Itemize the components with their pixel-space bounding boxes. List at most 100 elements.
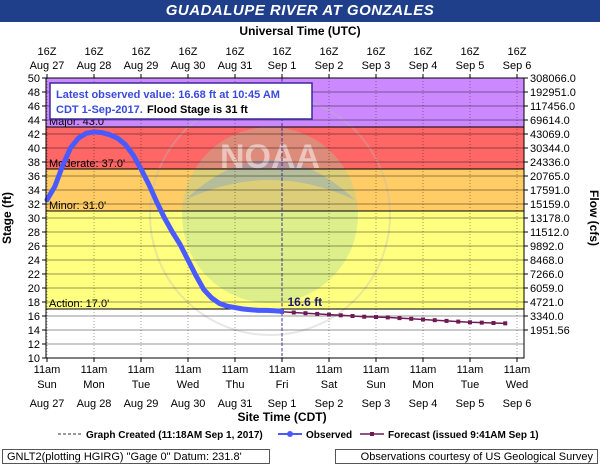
top-tick-label-hour: 16Z xyxy=(273,46,292,58)
y-tick-label: 40 xyxy=(28,143,40,155)
flood-label-moderate: Moderate: 37.0' xyxy=(49,158,125,170)
flow-tick-label: 11512.0 xyxy=(530,227,569,239)
y-tick-label: 42 xyxy=(28,129,40,141)
bottom-tick-label-date: Aug 31 xyxy=(218,398,253,410)
annotation-line2-suffix: Flood Stage is 31 ft xyxy=(147,104,248,116)
bottom-tick-label-date: Aug 30 xyxy=(171,398,206,410)
flow-tick-label: 117456.0 xyxy=(530,101,575,113)
y-tick-label: 38 xyxy=(28,157,40,169)
top-tick-label-hour: 16Z xyxy=(179,46,198,58)
top-axis-title: Universal Time (UTC) xyxy=(239,24,360,38)
flow-tick-label: 24336.0 xyxy=(530,157,570,169)
bottom-tick-label-hour: 11am xyxy=(34,364,61,376)
top-tick-label-date: Aug 29 xyxy=(124,60,159,72)
legend-observed-label: Observed xyxy=(306,430,352,441)
y-tick-label: 50 xyxy=(28,73,40,85)
bottom-tick-label-date: Sep 4 xyxy=(409,398,438,410)
top-tick-label-date: Aug 27 xyxy=(30,60,65,72)
y-tick-label: 16 xyxy=(28,311,40,323)
flow-tick-label: 20765.0 xyxy=(530,171,570,183)
top-tick-label-date: Sep 6 xyxy=(503,60,532,72)
top-tick-label-date: Sep 1 xyxy=(268,60,297,72)
bottom-tick-label-hour: 11am xyxy=(316,364,343,376)
forecast-point xyxy=(468,320,472,325)
flow-tick-label: 308066.0 xyxy=(530,73,576,85)
y-tick-label: 34 xyxy=(28,185,40,197)
flow-axis-label: Flow (cfs) xyxy=(587,190,600,246)
y-tick-label: 20 xyxy=(28,283,40,295)
forecast-point xyxy=(503,321,508,326)
y-tick-label: 48 xyxy=(28,87,40,99)
footer-datum: GNLT2(plotting HGIRG) "Gage 0" Datum: 23… xyxy=(2,449,270,464)
forecast-point xyxy=(291,310,296,315)
top-tick-label-date: Sep 5 xyxy=(456,60,485,72)
watermark-bird xyxy=(185,160,355,200)
top-tick-label-hour: 16Z xyxy=(226,46,245,58)
annotation-box xyxy=(49,82,313,120)
bottom-tick-label-day: Sun xyxy=(37,379,57,391)
forecast-point xyxy=(397,316,402,321)
bottom-tick-label-hour: 11am xyxy=(128,364,155,376)
legend-forecast-label: Forecast (issued 9:41AM Sep 1) xyxy=(388,430,539,441)
legend-forecast-marker xyxy=(370,432,374,436)
forecast-point xyxy=(479,320,484,325)
top-tick-label-hour: 16Z xyxy=(461,46,480,58)
flow-tick-label: 13178.0 xyxy=(530,213,570,225)
legend-graph-created-label: Graph Created (11:18AM Sep 1, 2017) xyxy=(86,430,263,441)
bottom-tick-label-hour: 11am xyxy=(504,364,531,376)
watermark-disc xyxy=(182,127,358,303)
top-tick-label-date: Aug 31 xyxy=(218,60,253,72)
flow-tick-label: 9892.0 xyxy=(530,241,564,253)
bottom-tick-label-date: Sep 6 xyxy=(503,398,532,410)
flow-tick-label: 1951.56 xyxy=(530,325,570,337)
chart-title: GUADALUPE RIVER AT GONZALES xyxy=(0,0,600,22)
top-tick-label-date: Sep 3 xyxy=(362,60,391,72)
bottom-tick-label-hour: 11am xyxy=(457,364,484,376)
bottom-tick-label-hour: 11am xyxy=(175,364,202,376)
top-tick-label-date: Aug 28 xyxy=(77,60,112,72)
bottom-tick-label-date: Aug 27 xyxy=(30,398,65,410)
flood-label-minor: Minor: 31.0' xyxy=(49,200,106,212)
bottom-tick-label-date: Sep 1 xyxy=(268,398,297,410)
flow-tick-label: 4721.0 xyxy=(530,297,564,309)
bottom-tick-label-day: Sun xyxy=(366,379,386,391)
bottom-tick-label-day: Sat xyxy=(321,379,338,391)
top-tick-label-hour: 16Z xyxy=(38,46,57,58)
forecast-point xyxy=(374,315,378,320)
flow-tick-label: 30344.0 xyxy=(530,143,570,155)
legend-observed-marker xyxy=(287,431,293,437)
y-tick-label: 18 xyxy=(28,297,40,309)
bottom-tick-label-day: Mon xyxy=(83,379,104,391)
y-tick-label: 22 xyxy=(28,269,40,281)
forecast-point xyxy=(444,318,449,323)
annotation-line1: Latest observed value: 16.68 ft at 10:45… xyxy=(56,89,280,101)
bottom-tick-label-day: Tue xyxy=(132,379,151,391)
forecast-point xyxy=(303,311,308,316)
y-tick-label: 24 xyxy=(28,255,40,267)
bottom-tick-label-date: Sep 5 xyxy=(456,398,485,410)
flow-tick-label: 17591.0 xyxy=(530,185,570,197)
bottom-tick-label-date: Aug 29 xyxy=(124,398,159,410)
forecast-point xyxy=(456,319,461,324)
y-tick-label: 10 xyxy=(28,353,40,365)
flow-tick-label: 69614.0 xyxy=(530,115,570,127)
bottom-tick-label-hour: 11am xyxy=(363,364,390,376)
y-tick-label: 14 xyxy=(28,325,40,337)
forecast-point xyxy=(338,313,343,318)
flood-label-action: Action: 17.0' xyxy=(49,298,109,310)
flow-tick-label: 3340.0 xyxy=(530,311,564,323)
flow-tick-label: 8468.0 xyxy=(530,255,564,267)
top-tick-label-hour: 16Z xyxy=(414,46,433,58)
forecast-point xyxy=(409,316,414,321)
forecast-point xyxy=(315,311,320,316)
bottom-tick-label-day: Tue xyxy=(461,379,480,391)
forecast-point xyxy=(421,317,425,322)
forecast-point xyxy=(362,314,367,319)
flow-tick-label: 43069.0 xyxy=(530,129,570,141)
y-axis-label: Stage (ft) xyxy=(0,192,14,244)
bottom-tick-label-day: Wed xyxy=(177,379,199,391)
y-tick-label: 44 xyxy=(28,115,40,127)
y-tick-label: 28 xyxy=(28,227,40,239)
top-tick-label-hour: 16Z xyxy=(367,46,386,58)
